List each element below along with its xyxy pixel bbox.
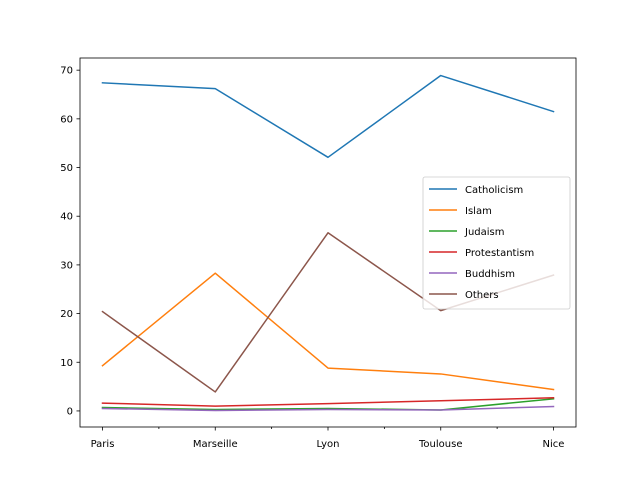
x-tick-label-lyon: Lyon [316,439,339,450]
series-line-catholicism [101,74,555,159]
y-tick-label-10: 10 [60,358,73,369]
legend: Catholicism Islam Judaism Protestantism Budd… [422,176,571,310]
y-tick-label-60: 60 [60,114,73,125]
x-tick-label-marseille: Marseille [193,439,238,450]
legend-label-judaism: Judaism [464,227,505,238]
legend-label-catholicism: Catholicism [465,185,523,196]
series-line-buddhism [101,405,555,412]
legend-label-buddhism: Buddhism [465,269,515,280]
legend-label-islam: Islam [465,206,492,217]
x-tick-label-nice: Nice [543,439,565,450]
y-tick-label-0: 0 [67,406,73,417]
series-line-islam [101,272,555,391]
series-layer [101,74,555,412]
y-tick-label-20: 20 [60,309,73,320]
legend-box [422,176,571,310]
legend-label-others: Others [465,290,499,301]
y-tick-label-30: 30 [60,260,73,271]
y-tick-label-70: 70 [60,66,73,77]
x-axis: Paris Marseille Lyon Toulouse Nice [91,427,565,450]
y-axis: 0 10 20 30 40 50 60 70 [60,66,80,417]
legend-label-protestantism: Protestantism [465,248,534,259]
y-tick-label-40: 40 [60,212,73,223]
series-line-judaism [101,397,555,411]
x-tick-label-toulouse: Toulouse [418,439,462,450]
series-line-protestantism [101,397,555,407]
x-tick-label-paris: Paris [91,439,115,450]
y-tick-label-50: 50 [60,163,73,174]
